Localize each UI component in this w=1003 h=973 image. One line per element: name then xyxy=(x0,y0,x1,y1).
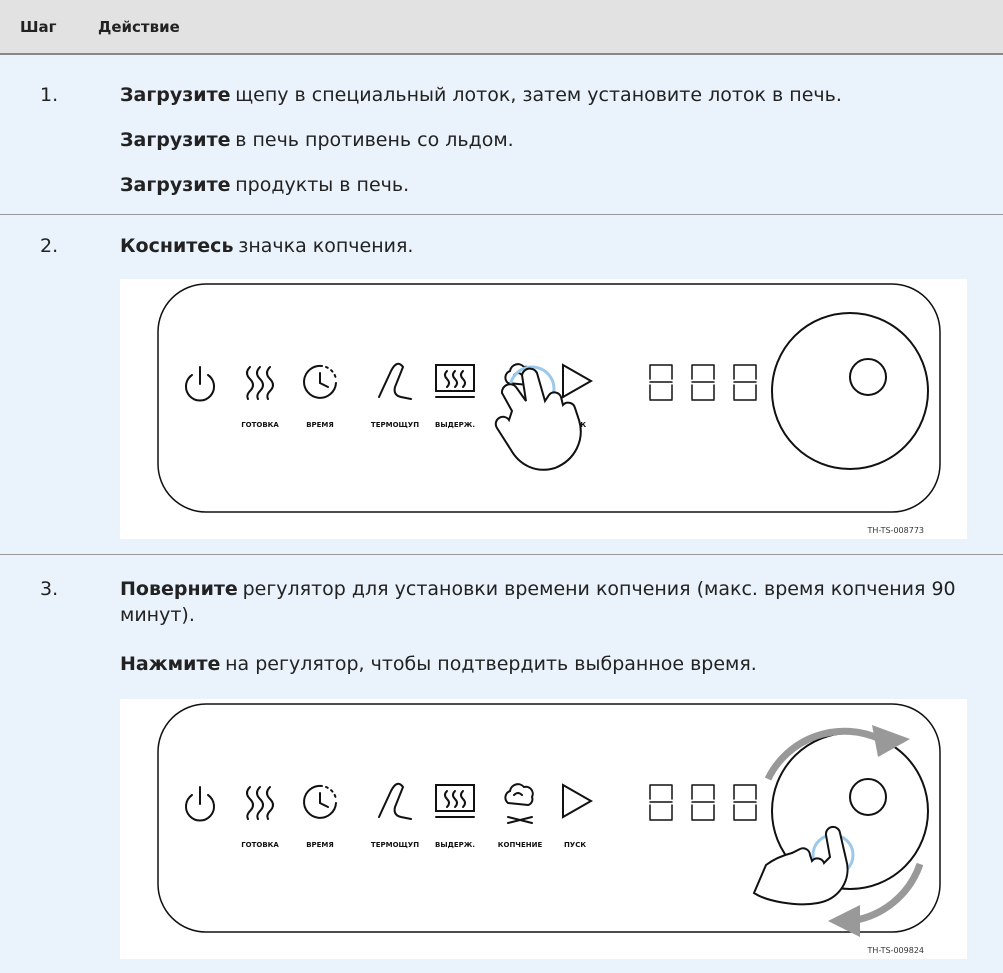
action-verb: Загрузите xyxy=(120,174,231,196)
icon-label: ГОТОВКА xyxy=(241,421,279,429)
icon-label: КОПЧЕНИЕ xyxy=(498,841,543,849)
hold-icon xyxy=(460,790,466,808)
action-text: значка копчения. xyxy=(238,235,414,257)
table-row: 3. Поверните регулятор для установки врем… xyxy=(0,555,1003,973)
icon-label: ВРЕМЯ xyxy=(306,421,334,429)
clock-icon xyxy=(319,792,329,808)
table-row: 2. Коснитесь значка копчения. ГОТОВКА ВРЕМ… xyxy=(0,215,1003,555)
hold-icon xyxy=(452,370,458,388)
action-verb: Загрузите xyxy=(120,129,231,151)
action: Поверните регулятор для установки времени… xyxy=(120,576,980,628)
heat-icon xyxy=(246,786,254,820)
clock-icon xyxy=(303,784,337,819)
actions: Коснитесь значка копчения. ГОТОВКА ВРЕМЯ ТЕ… xyxy=(120,233,980,554)
knob xyxy=(771,312,929,470)
probe-icon xyxy=(378,362,412,400)
knob-dot xyxy=(849,358,887,396)
clock-icon xyxy=(319,372,329,388)
hold-icon xyxy=(452,790,458,808)
hold-icon xyxy=(444,790,450,808)
action: Загрузите щепу в специальный лоток, затем… xyxy=(120,82,980,108)
action: Коснитесь значка копчения. xyxy=(120,233,980,259)
rotate-arrow xyxy=(828,905,860,937)
step-number: 3. xyxy=(40,578,59,600)
start-icon xyxy=(562,783,594,819)
rotate-arrow xyxy=(872,725,910,757)
hold-icon xyxy=(460,370,466,388)
digit xyxy=(691,784,715,821)
smoke-icon xyxy=(504,783,534,824)
digit xyxy=(649,784,673,821)
action-verb: Поверните xyxy=(120,578,238,600)
clock-icon xyxy=(325,786,337,800)
icon-label: ПУСК xyxy=(564,841,586,849)
heat-icon xyxy=(266,786,274,820)
hand xyxy=(494,367,582,471)
icon-label: ВРЕМЯ xyxy=(306,841,334,849)
header-cell: Шаг xyxy=(20,17,57,36)
hold-icon xyxy=(444,370,450,388)
icon-label: ВЫДЕРЖ. xyxy=(435,421,475,429)
action-verb: Нажмите xyxy=(120,653,221,675)
hold-icon xyxy=(435,364,475,392)
action: Нажмите на регулятор, чтобы подтвердить в… xyxy=(120,651,980,677)
action-verb: Загрузите xyxy=(120,84,231,106)
panel: ГОТОВКА ВРЕМЯ ТЕРМОЩУП ВЫДЕРЖ. КОПЧЕНИЕ ПУСК xyxy=(157,703,941,933)
action-text: на регулятор, чтобы подтвердить выбранно… xyxy=(225,653,757,675)
power-icon xyxy=(185,794,215,822)
action: Загрузите продукты в печь. xyxy=(120,172,980,198)
heat-icon xyxy=(246,366,254,400)
digit xyxy=(733,364,757,401)
action-text: продукты в печь. xyxy=(235,174,410,196)
table-row: 1. Загрузите щепу в специальный лоток, за… xyxy=(0,55,1003,215)
digit xyxy=(691,364,715,401)
clock-icon xyxy=(325,366,337,380)
hand xyxy=(752,825,849,906)
probe-icon xyxy=(378,782,412,820)
table-header: Шаг Действие xyxy=(0,0,1003,55)
start-icon xyxy=(562,363,594,399)
panel-outline xyxy=(157,703,941,933)
power-icon xyxy=(185,374,215,402)
heat-icon xyxy=(256,786,264,820)
action-text: регулятор для установки времени копчения… xyxy=(120,578,956,626)
step-number: 2. xyxy=(40,235,59,257)
heat-icon xyxy=(266,366,274,400)
step-number: 1. xyxy=(40,84,59,106)
digit xyxy=(733,784,757,821)
rotate-arrow xyxy=(849,862,924,925)
actions: Загрузите щепу в специальный лоток, затем… xyxy=(120,82,980,214)
heat-icon xyxy=(256,366,264,400)
knob-dot xyxy=(849,778,887,816)
icon-label: ТЕРМОЩУП xyxy=(371,841,419,849)
figure-code: TH-TS-008773 xyxy=(867,526,924,535)
icon-label: ТЕРМОЩУП xyxy=(371,421,419,429)
rotate-arrow xyxy=(764,727,882,781)
clock-icon xyxy=(303,364,337,399)
action-text: в печь противень со льдом. xyxy=(235,129,514,151)
action: Загрузите в печь противень со льдом. xyxy=(120,127,980,153)
control-panel-figure: ГОТОВКАВРЕМЯТЕРМОЩУПВЫДЕРЖ.КОПЧЕНИЕПУСК … xyxy=(120,279,967,539)
action-verb: Коснитесь xyxy=(120,235,234,257)
icon-label: ГОТОВКА xyxy=(241,841,279,849)
hold-icon xyxy=(435,784,475,812)
figure-code: TH-TS-009824 xyxy=(867,946,924,955)
actions: Поверните регулятор для установки времени… xyxy=(120,576,980,973)
icon-label: ВЫДЕРЖ. xyxy=(435,841,475,849)
action-text: щепу в специальный лоток, затем установи… xyxy=(235,84,842,106)
digit xyxy=(649,364,673,401)
header-cell: Действие xyxy=(98,17,180,36)
